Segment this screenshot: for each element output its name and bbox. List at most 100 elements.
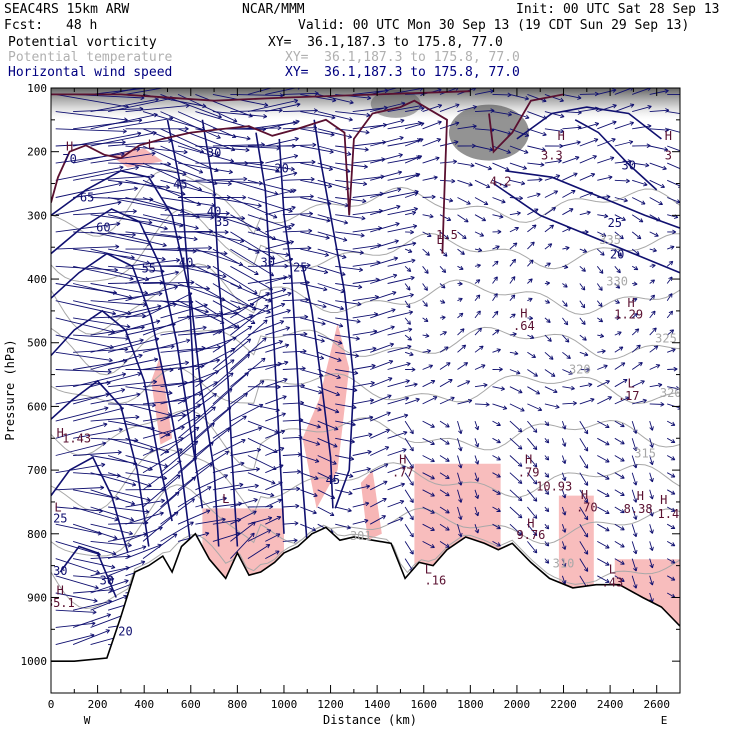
- wind-vector: [667, 229, 677, 235]
- wind-vector: [457, 472, 463, 486]
- wind-vector: [317, 334, 343, 345]
- wind-vector: [509, 93, 530, 101]
- wind-vector: [632, 104, 652, 113]
- wind-vector: [404, 191, 419, 198]
- wind-vector: [352, 432, 373, 439]
- wind-vector: [474, 524, 480, 534]
- pv-contour: [51, 99, 448, 254]
- wind-vector: [317, 437, 338, 448]
- wind-vector: [282, 434, 303, 440]
- contour-label-wind: 30: [621, 159, 635, 173]
- wind-vector: [404, 173, 421, 181]
- wind-vector: [527, 259, 534, 267]
- wind-vector: [632, 380, 645, 388]
- x-tick-label: 2400: [597, 698, 624, 711]
- wind-vector: [108, 532, 148, 542]
- wind-vector: [265, 205, 296, 216]
- wind-vector: [597, 120, 617, 130]
- wind-vector: [177, 179, 232, 187]
- wind-vector: [561, 524, 567, 533]
- wind-vector: [177, 229, 229, 235]
- wind-vector: [631, 265, 639, 271]
- wind-vector: [597, 575, 610, 583]
- wind-vector: [649, 197, 663, 206]
- contour-label-wind: 20: [610, 248, 624, 262]
- wind-vector: [90, 371, 142, 388]
- y-axis-title: Pressure (hPa): [3, 339, 17, 440]
- wind-vector: [422, 489, 435, 497]
- wind-vector: [544, 243, 553, 250]
- wind-vector: [387, 448, 407, 456]
- extremum-marker: L: [425, 562, 432, 576]
- wind-vector: [614, 489, 625, 496]
- pv-contour: [488, 93, 564, 154]
- wind-vector: [177, 145, 235, 163]
- wind-vector: [230, 467, 260, 474]
- wind-vector: [265, 326, 291, 336]
- wind-vector: [666, 523, 676, 530]
- wind-vector: [509, 506, 523, 519]
- wind-vector: [422, 333, 430, 338]
- x-tick-label: 1400: [364, 698, 391, 711]
- extremum-marker: H: [627, 296, 634, 310]
- wind-vector: [422, 472, 435, 480]
- wind-speed-contour: [516, 106, 662, 140]
- field-label-pv: Potential vorticity: [8, 35, 157, 50]
- wind-vector: [457, 265, 464, 270]
- wind-vector: [352, 260, 381, 267]
- wind-vector: [282, 262, 311, 268]
- wind-vector: [439, 159, 458, 165]
- wind-vector: [457, 197, 471, 205]
- wind-vector: [509, 242, 518, 250]
- wind-vector: [474, 108, 495, 113]
- wind-vector: [492, 455, 501, 461]
- wind-vector: [527, 315, 534, 321]
- wind-vector: [632, 398, 647, 405]
- wind-vector: [300, 179, 333, 189]
- wind-vector: [265, 550, 280, 559]
- contour-label-pv: 1.4: [658, 507, 680, 521]
- wind-vector: [422, 380, 436, 388]
- wind-vector: [73, 300, 132, 316]
- contour-label-wind: 20: [118, 625, 132, 639]
- wind-vector: [142, 533, 178, 559]
- wind-vector: [649, 310, 656, 319]
- wind-vector: [579, 122, 600, 130]
- wind-vector: [527, 438, 538, 451]
- wind-vector: [509, 313, 516, 319]
- wind-vector: [387, 379, 410, 388]
- wind-vector: [422, 283, 428, 291]
- field-label-wind: Horizontal wind speed: [8, 65, 173, 80]
- wind-vector: [90, 414, 140, 422]
- wind-vector: [614, 379, 628, 388]
- wind-vector: [666, 420, 676, 426]
- wind-vector: [562, 93, 582, 100]
- wind-vector: [649, 345, 659, 353]
- wind-vector: [439, 121, 460, 130]
- wind-vector: [230, 337, 267, 370]
- wind-vector: [55, 422, 108, 439]
- wind-vector: [387, 344, 412, 353]
- wind-vector: [597, 317, 604, 323]
- wind-vector: [544, 111, 565, 119]
- wind-vector: [492, 541, 501, 547]
- wind-vector: [614, 214, 626, 221]
- wind-vector: [544, 369, 556, 377]
- wind-vector: [509, 332, 517, 337]
- wind-vector: [300, 403, 322, 412]
- wind-vector: [282, 297, 310, 303]
- wind-vector: [369, 497, 387, 508]
- wind-vector: [544, 190, 559, 198]
- y-tick-label: 1000: [21, 655, 48, 668]
- wind-vector: [439, 197, 454, 203]
- wind-vector: [439, 489, 450, 497]
- wind-vector: [527, 506, 538, 519]
- extremum-marker: H: [57, 426, 64, 440]
- wind-vector: [544, 93, 564, 103]
- wind-vector: [649, 541, 654, 552]
- wind-speed-contour: [51, 309, 173, 522]
- extremum-marker: L: [148, 138, 155, 152]
- wind-vector: [527, 489, 538, 502]
- wind-vector: [212, 461, 245, 474]
- wind-vector: [55, 575, 99, 590]
